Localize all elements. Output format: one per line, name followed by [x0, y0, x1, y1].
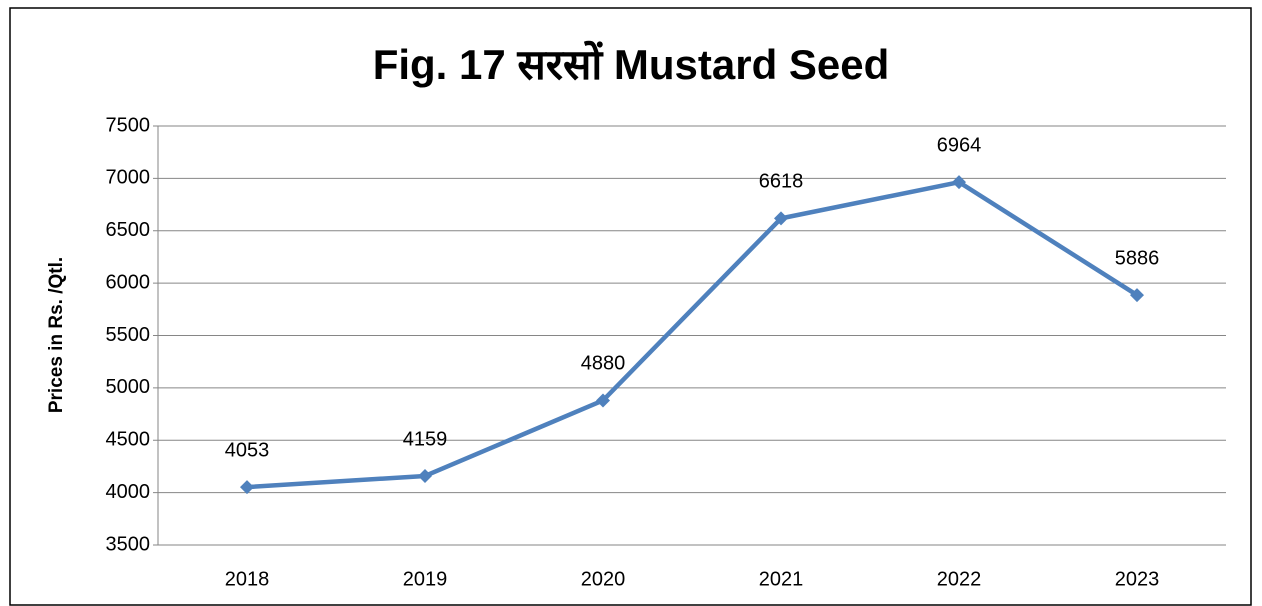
- data-marker: [418, 468, 432, 483]
- y-tick-label: 5000: [106, 376, 151, 398]
- data-label: 4880: [581, 353, 626, 375]
- x-tick-label: 2023: [1115, 568, 1160, 590]
- y-tick-label: 6500: [106, 219, 151, 241]
- y-tick-label: 7500: [106, 114, 151, 136]
- data-line: [246, 179, 1139, 490]
- data-marker: [596, 393, 610, 408]
- y-tick-label: 4500: [106, 429, 151, 451]
- x-tick-label: 2020: [581, 568, 626, 590]
- x-tick-label: 2019: [403, 568, 448, 590]
- x-tick-label: 2022: [937, 568, 982, 590]
- chart-frame: [9, 7, 1252, 606]
- y-tick-label: 6000: [106, 271, 151, 293]
- chart-title: Fig. 17 सरसों Mustard Seed: [373, 40, 890, 88]
- data-marker: [952, 175, 966, 190]
- y-tick-label: 7000: [106, 167, 151, 189]
- y-tick-label: 3500: [106, 533, 151, 555]
- data-marker: [774, 211, 788, 226]
- y-axis-label: Prices in Rs. /Qtl.: [46, 257, 67, 413]
- x-tick-label: 2018: [225, 568, 270, 590]
- y-tick-label: 5500: [106, 324, 151, 346]
- x-tick-label: 2021: [759, 568, 804, 590]
- data-marker: [240, 480, 254, 495]
- y-tick-label: 4000: [106, 481, 151, 503]
- data-marker: [1130, 288, 1144, 303]
- data-label: 5886: [1115, 247, 1160, 269]
- data-label: 4053: [225, 439, 270, 461]
- data-label: 6618: [759, 171, 804, 193]
- data-label: 4159: [403, 428, 448, 450]
- data-label: 6964: [937, 134, 982, 156]
